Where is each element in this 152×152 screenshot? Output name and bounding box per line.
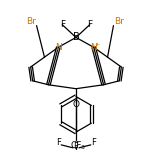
Text: 3: 3	[80, 145, 84, 150]
Text: +: +	[95, 42, 100, 47]
Text: B: B	[73, 33, 79, 42]
Text: Br: Br	[114, 17, 124, 26]
Text: F: F	[56, 138, 61, 147]
Text: N: N	[90, 43, 97, 52]
Text: F: F	[60, 20, 65, 29]
Text: F: F	[74, 142, 78, 151]
Text: F: F	[91, 138, 96, 147]
Text: Br: Br	[26, 17, 36, 26]
Text: F: F	[87, 20, 92, 29]
Text: CF: CF	[70, 141, 82, 150]
Text: O: O	[73, 100, 79, 109]
Text: N: N	[55, 43, 62, 52]
